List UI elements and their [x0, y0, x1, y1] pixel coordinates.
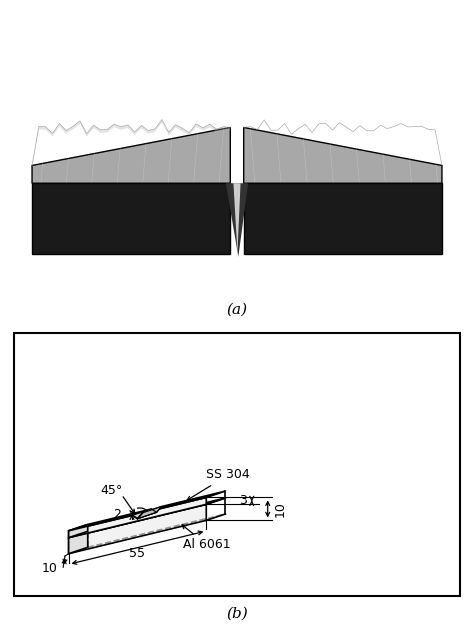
Polygon shape	[137, 507, 162, 519]
Polygon shape	[69, 524, 88, 538]
Polygon shape	[132, 509, 156, 519]
Polygon shape	[69, 531, 88, 553]
Text: SS 304: SS 304	[187, 469, 250, 500]
Text: (a): (a)	[227, 302, 247, 316]
Polygon shape	[69, 498, 206, 538]
Text: 55: 55	[129, 547, 146, 560]
Text: 2: 2	[113, 508, 121, 521]
Polygon shape	[32, 127, 230, 183]
Polygon shape	[233, 183, 241, 253]
Text: 10: 10	[42, 562, 57, 575]
Polygon shape	[244, 183, 442, 254]
Polygon shape	[143, 491, 226, 513]
Text: 3: 3	[239, 495, 246, 507]
Text: (b): (b)	[226, 606, 248, 621]
Polygon shape	[69, 498, 226, 538]
Polygon shape	[32, 183, 230, 254]
Text: Al 6061: Al 6061	[182, 525, 231, 552]
Polygon shape	[226, 183, 248, 257]
Text: 45°: 45°	[100, 484, 123, 497]
Polygon shape	[244, 127, 442, 183]
Polygon shape	[69, 504, 206, 553]
Polygon shape	[69, 509, 152, 531]
Text: 10: 10	[274, 501, 287, 517]
